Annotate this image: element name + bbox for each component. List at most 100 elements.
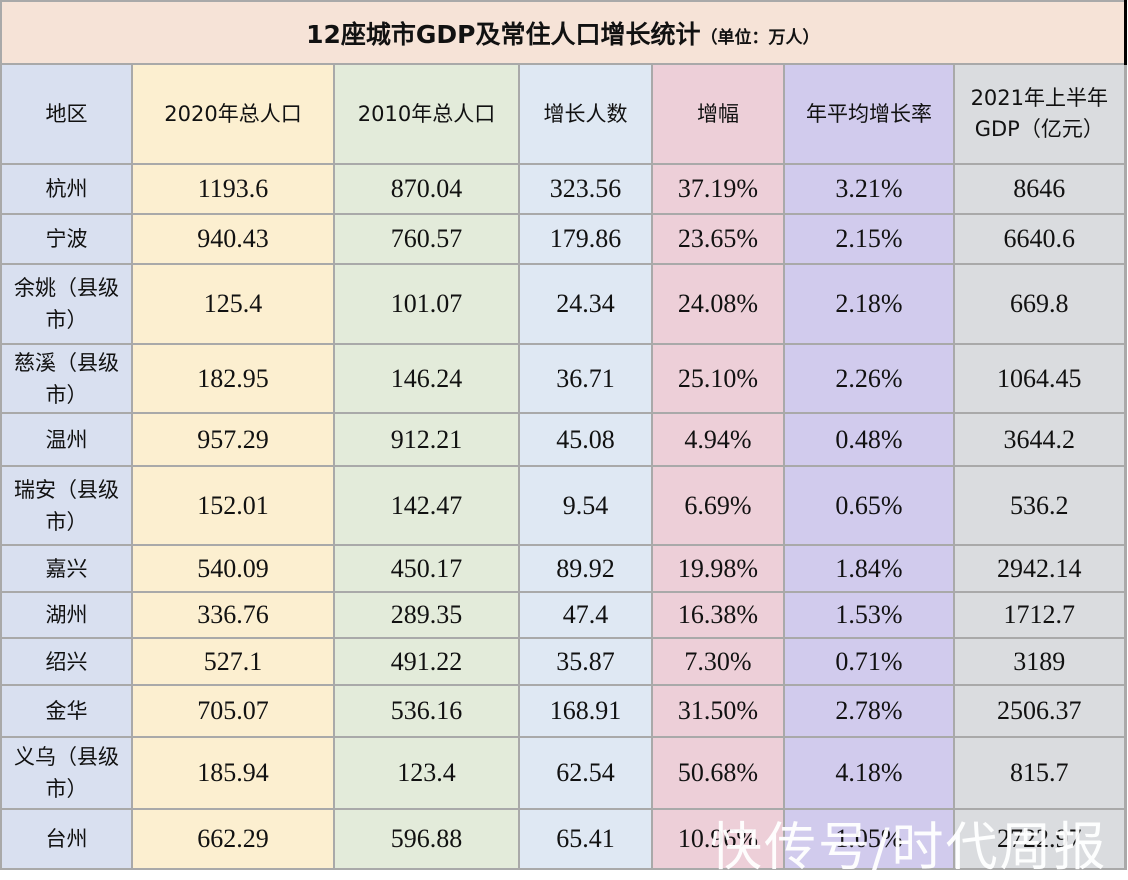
cell-pop-2020: 182.95 xyxy=(131,343,335,414)
cell-annual-rate: 2.26% xyxy=(783,343,955,414)
cell-region: 余姚（县级市） xyxy=(0,263,133,345)
cell-gdp: 3189 xyxy=(952,637,1127,686)
table-row: 温州 957.29 912.21 45.08 4.94% 0.48% 3644.2 xyxy=(0,412,1127,467)
cell-increase: 37.19% xyxy=(651,163,785,215)
cell-annual-rate: 1.84% xyxy=(783,544,955,593)
cell-region: 台州 xyxy=(0,808,133,870)
cell-increase: 4.94% xyxy=(651,412,785,467)
cell-increase: 50.68% xyxy=(651,736,785,810)
cell-pop-2010: 912.21 xyxy=(333,412,520,467)
header-annual-rate: 年平均增长率 xyxy=(783,63,955,165)
cell-growth: 168.91 xyxy=(518,684,653,738)
cell-gdp: 815.7 xyxy=(952,736,1127,810)
cell-gdp: 3644.2 xyxy=(952,412,1127,467)
cell-growth: 62.54 xyxy=(518,736,653,810)
cell-gdp: 2942.14 xyxy=(952,544,1127,593)
cell-region: 温州 xyxy=(0,412,133,467)
cell-annual-rate: 1.53% xyxy=(783,591,955,639)
cell-increase: 19.98% xyxy=(651,544,785,593)
cell-pop-2020: 185.94 xyxy=(131,736,335,810)
cell-pop-2010: 101.07 xyxy=(333,263,520,345)
cell-increase: 24.08% xyxy=(651,263,785,345)
cell-region: 绍兴 xyxy=(0,637,133,686)
title-row: 12座城市GDP及常住人口增长统计（单位：万人） xyxy=(0,0,1127,65)
cell-growth: 35.87 xyxy=(518,637,653,686)
header-gdp-line2: GDP（亿元） xyxy=(974,117,1104,141)
table-row: 余姚（县级市） 125.4 101.07 24.34 24.08% 2.18% 669.8 xyxy=(0,263,1127,345)
cell-pop-2020: 125.4 xyxy=(131,263,335,345)
cell-region: 慈溪（县级市） xyxy=(0,343,133,414)
cell-gdp: 2722.97 xyxy=(952,808,1127,870)
cell-gdp: 8646 xyxy=(952,163,1127,215)
table-row: 湖州 336.76 289.35 47.4 16.38% 1.53% 1712.7 xyxy=(0,591,1127,639)
cell-increase: 25.10% xyxy=(651,343,785,414)
cell-annual-rate: 0.71% xyxy=(783,637,955,686)
cell-annual-rate: 2.15% xyxy=(783,213,955,265)
cell-annual-rate: 0.65% xyxy=(783,465,955,546)
cell-increase: 31.50% xyxy=(651,684,785,738)
header-row: 地区 2020年总人口 2010年总人口 增长人数 增幅 年平均增长率 2021… xyxy=(0,63,1127,165)
cell-annual-rate: 3.21% xyxy=(783,163,955,215)
cell-annual-rate: 1.05% xyxy=(783,808,955,870)
header-pop-2010: 2010年总人口 xyxy=(333,63,520,165)
cell-growth: 179.86 xyxy=(518,213,653,265)
cell-region: 湖州 xyxy=(0,591,133,639)
cell-pop-2010: 123.4 xyxy=(333,736,520,810)
cell-pop-2010: 596.88 xyxy=(333,808,520,870)
cell-increase: 6.69% xyxy=(651,465,785,546)
cell-increase: 10.96% xyxy=(651,808,785,870)
cell-growth: 9.54 xyxy=(518,465,653,546)
header-growth: 增长人数 xyxy=(518,63,653,165)
table-title: 12座城市GDP及常住人口增长统计（单位：万人） xyxy=(0,0,1127,65)
table-row: 瑞安（县级市） 152.01 142.47 9.54 6.69% 0.65% 536.2 xyxy=(0,465,1127,546)
title-unit: （单位：万人） xyxy=(700,27,820,48)
cell-growth: 47.4 xyxy=(518,591,653,639)
cell-pop-2020: 940.43 xyxy=(131,213,335,265)
cell-annual-rate: 2.18% xyxy=(783,263,955,345)
cell-growth: 45.08 xyxy=(518,412,653,467)
header-gdp: 2021年上半年 GDP（亿元） xyxy=(952,63,1127,165)
cell-pop-2020: 662.29 xyxy=(131,808,335,870)
cell-pop-2020: 957.29 xyxy=(131,412,335,467)
cell-pop-2010: 450.17 xyxy=(333,544,520,593)
cell-gdp: 536.2 xyxy=(952,465,1127,546)
cell-pop-2010: 536.16 xyxy=(333,684,520,738)
table-body: 杭州 1193.6 870.04 323.56 37.19% 3.21% 8646 宁波 940… xyxy=(0,163,1127,870)
cell-growth: 65.41 xyxy=(518,808,653,870)
cell-pop-2020: 527.1 xyxy=(131,637,335,686)
table-row: 宁波 940.43 760.57 179.86 23.65% 2.15% 6640.6 xyxy=(0,213,1127,265)
cell-increase: 7.30% xyxy=(651,637,785,686)
cell-pop-2010: 146.24 xyxy=(333,343,520,414)
header-region: 地区 xyxy=(0,63,133,165)
cell-gdp: 1064.45 xyxy=(952,343,1127,414)
cell-growth: 24.34 xyxy=(518,263,653,345)
cell-pop-2020: 336.76 xyxy=(131,591,335,639)
header-gdp-line1: 2021年上半年 xyxy=(970,86,1109,110)
cell-increase: 16.38% xyxy=(651,591,785,639)
table-row: 绍兴 527.1 491.22 35.87 7.30% 0.71% 3189 xyxy=(0,637,1127,686)
cell-pop-2010: 142.47 xyxy=(333,465,520,546)
header-pop-2020: 2020年总人口 xyxy=(131,63,335,165)
table-row: 台州 662.29 596.88 65.41 10.96% 1.05% 2722.97 xyxy=(0,808,1127,870)
cell-growth: 36.71 xyxy=(518,343,653,414)
cell-gdp: 1712.7 xyxy=(952,591,1127,639)
cell-pop-2020: 540.09 xyxy=(131,544,335,593)
cell-gdp: 6640.6 xyxy=(952,213,1127,265)
cell-pop-2010: 760.57 xyxy=(333,213,520,265)
table-row: 金华 705.07 536.16 168.91 31.50% 2.78% 2506.37 xyxy=(0,684,1127,738)
table-row: 慈溪（县级市） 182.95 146.24 36.71 25.10% 2.26% 1064.… xyxy=(0,343,1127,414)
cell-region: 义乌（县级市） xyxy=(0,736,133,810)
cell-region: 宁波 xyxy=(0,213,133,265)
cell-annual-rate: 0.48% xyxy=(783,412,955,467)
cell-pop-2010: 870.04 xyxy=(333,163,520,215)
cell-pop-2010: 289.35 xyxy=(333,591,520,639)
cell-gdp: 669.8 xyxy=(952,263,1127,345)
table-row: 杭州 1193.6 870.04 323.56 37.19% 3.21% 8646 xyxy=(0,163,1127,215)
cell-region: 杭州 xyxy=(0,163,133,215)
cell-growth: 89.92 xyxy=(518,544,653,593)
cell-pop-2020: 152.01 xyxy=(131,465,335,546)
table-row: 嘉兴 540.09 450.17 89.92 19.98% 1.84% 2942.14 xyxy=(0,544,1127,593)
cell-pop-2020: 1193.6 xyxy=(131,163,335,215)
